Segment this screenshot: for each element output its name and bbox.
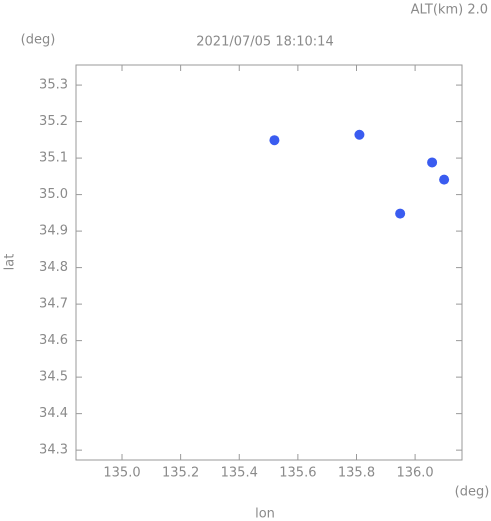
y-tick-label: 34.3 <box>39 443 68 458</box>
x-unit: (deg) <box>455 485 490 500</box>
x-tick-label: 136.0 <box>396 466 433 481</box>
y-tick-label: 35.2 <box>39 114 68 129</box>
y-tick-label: 34.8 <box>39 260 68 275</box>
y-tick-label: 34.5 <box>39 370 68 385</box>
y-tick-label: 34.7 <box>39 297 68 312</box>
echo-blob <box>269 135 280 146</box>
echo-blob <box>427 157 438 168</box>
y-tick-label: 35.0 <box>39 187 68 202</box>
y-tick-label: 34.6 <box>39 333 68 348</box>
x-tick-label: 135.4 <box>221 466 258 481</box>
x-tick-label: 135.2 <box>162 466 199 481</box>
x-axis-label: lon <box>255 507 275 521</box>
y-unit: (deg) <box>21 33 56 48</box>
echo-blob <box>354 129 365 140</box>
x-tick-label: 135.8 <box>338 466 375 481</box>
y-axis-label: lat <box>3 254 18 271</box>
y-tick-label: 34.9 <box>39 224 68 239</box>
y-tick-label: 35.1 <box>39 151 68 166</box>
chart-subtitle: ALT(km) 2.0 <box>411 3 488 18</box>
echo-blob <box>439 174 450 185</box>
y-tick-label: 34.4 <box>39 406 68 421</box>
plot-frame <box>75 64 463 461</box>
y-tick-label: 35.3 <box>39 78 68 93</box>
chart-title: 2021/07/05 18:10:14 <box>196 35 333 50</box>
x-tick-label: 135.6 <box>279 466 316 481</box>
echo-blob <box>395 208 406 219</box>
x-tick-label: 135.0 <box>103 466 140 481</box>
